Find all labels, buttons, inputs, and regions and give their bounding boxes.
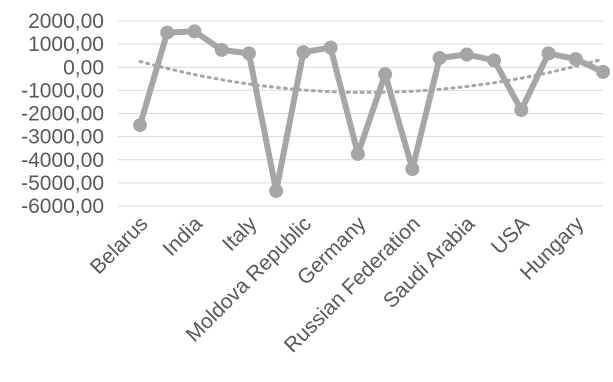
y-tick-label: -4000,00 [21,149,104,172]
data-point [269,183,284,198]
grid [118,20,603,207]
x-tick-label: Belarus [86,212,153,279]
y-axis-labels: 2000,001000,000,00-1000,00-2000,00-3000,… [21,10,104,218]
data-point [296,45,311,60]
data-point [487,53,502,68]
y-tick-label: -1000,00 [21,79,104,102]
series-layer [133,24,610,198]
y-tick-label: 2000,00 [28,10,104,33]
trendline [138,57,605,94]
data-point [133,118,147,133]
data-point [432,51,447,65]
y-tick-label: 0,00 [63,56,104,79]
y-tick-label: -6000,00 [21,195,104,218]
y-tick-label: -2000,00 [21,103,104,126]
trendline-layer [138,57,605,94]
data-point [568,52,583,67]
data-point [323,40,338,55]
data-point [405,162,420,176]
x-tick-label: Italy [218,212,262,256]
series-line [137,28,605,194]
data-point [350,146,365,161]
data-point [541,46,556,61]
y-tick-label: -3000,00 [21,126,104,149]
x-tick-label: USA [487,212,534,259]
x-tick-label: India [159,212,208,261]
data-point [160,25,175,40]
y-tick-label: 1000,00 [28,33,104,56]
data-point [214,42,229,57]
data-point [378,67,393,82]
data-point [241,46,256,61]
data-point [459,47,474,62]
y-tick-label: -5000,00 [21,172,104,195]
data-point [596,64,610,79]
data-point [187,24,202,39]
data-point [514,103,529,118]
